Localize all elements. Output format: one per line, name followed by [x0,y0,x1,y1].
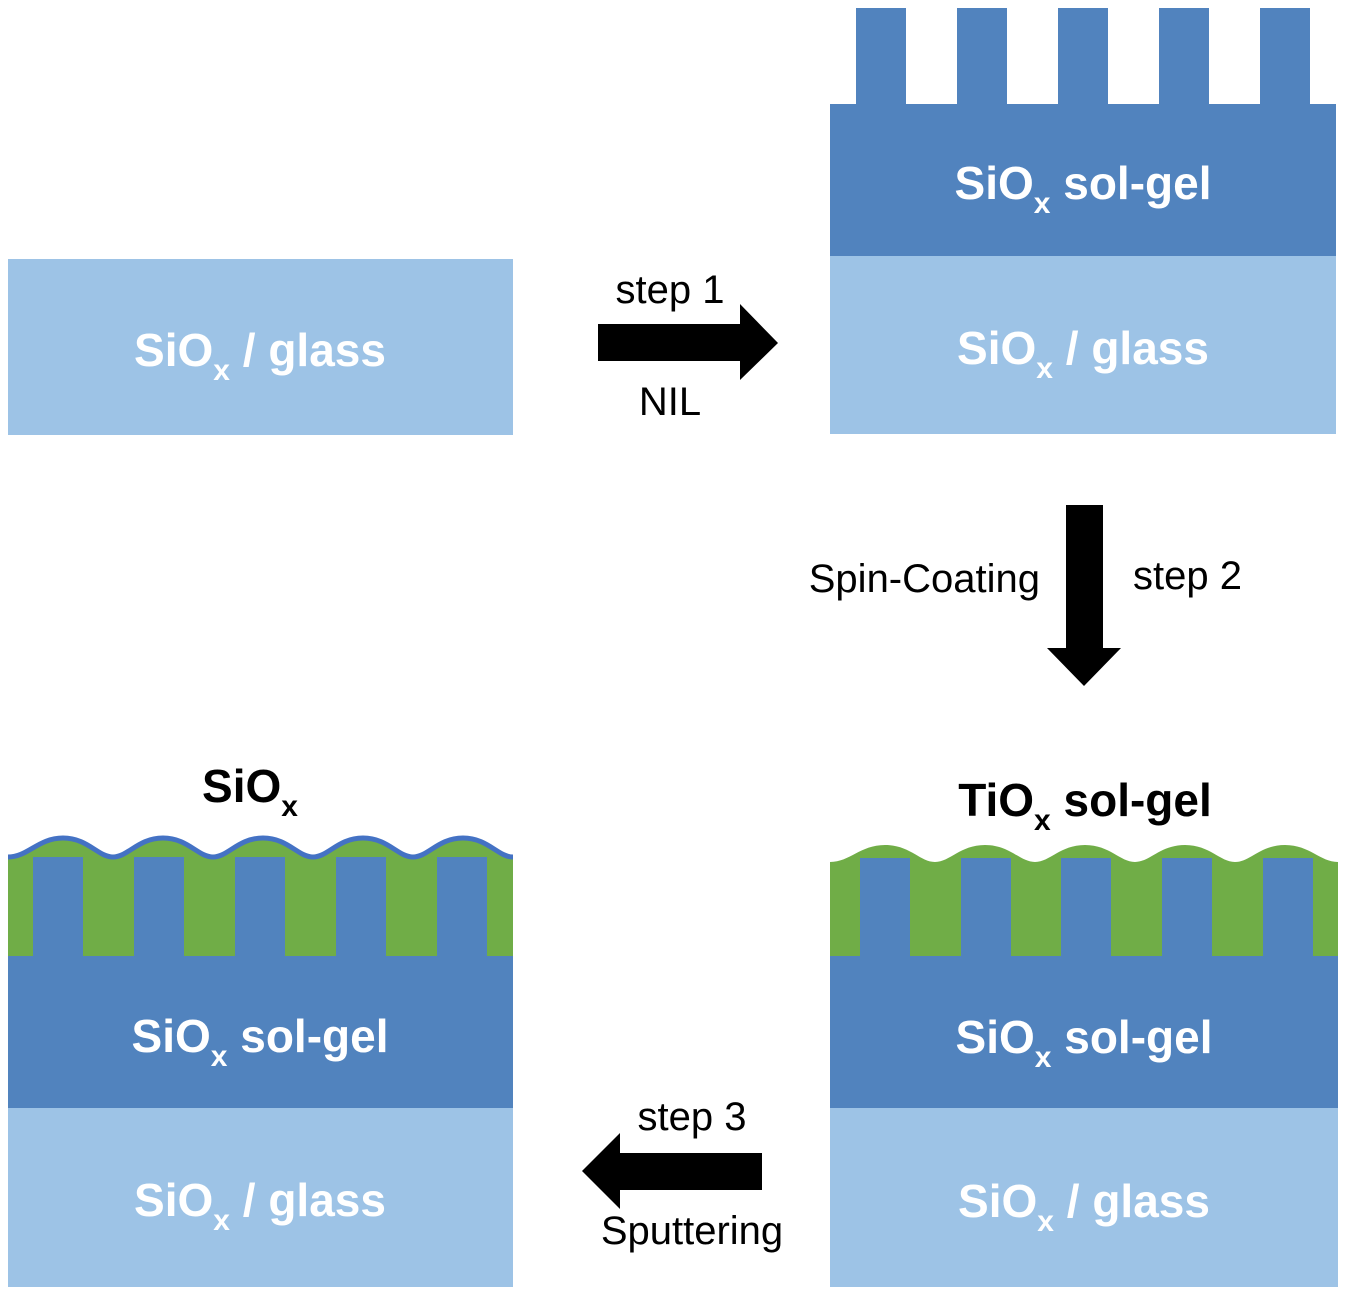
glass-layer-label: SiOx / glass [134,1174,386,1237]
grating-tooth [336,857,386,958]
step1-group: step 1 NIL [598,268,778,424]
grating-tooth [957,8,1007,106]
solgel-layer [8,956,513,1110]
grating-tooth [134,857,184,958]
panel-tiox: TiOx sol-gel SiOx sol-gel SiOx / glass [830,774,1338,1287]
step1-label: step 1 [616,268,725,312]
glass-layer-label: SiOx / glass [134,324,386,387]
solgel-layer-label: SiOx sol-gel [955,157,1212,220]
grating-tooth [860,858,910,958]
solgel-layer-label: SiOx sol-gel [956,1011,1213,1074]
glass-layer [830,1108,1338,1287]
step2-method: Spin-Coating [809,557,1040,601]
grating-tooth [856,8,906,106]
grating-tooth [1061,858,1111,958]
panel-nil: SiOx sol-gel SiOx / glass [830,8,1336,434]
step1-method: NIL [639,380,701,424]
panel-sputtered: SiOx SiOx sol-gel SiOx / glass [7,760,514,1287]
grating-tooth [437,857,487,958]
grating-tooth [235,857,285,958]
glass-layer [8,1108,513,1287]
step3-group: step 3 Sputtering [582,1095,783,1253]
grating-tooth [1058,8,1108,106]
solgel-layer [830,956,1338,1110]
glass-layer [8,259,513,435]
siox-sputter-film [7,835,514,860]
grating-teeth [33,857,487,958]
step3-label: step 3 [638,1095,747,1139]
grating-tooth [1162,858,1212,958]
grating-tooth [961,858,1011,958]
glass-layer-label: SiOx / glass [958,1175,1210,1238]
grating-teeth [856,8,1310,106]
step2-label: step 2 [1133,554,1242,598]
step3-method: Sputtering [601,1209,783,1253]
grating-teeth [860,858,1313,958]
grating-tooth [1260,8,1310,106]
siox-title: SiOx [202,760,298,823]
solgel-layer-label: SiOx sol-gel [132,1010,389,1073]
grating-tooth [33,857,83,958]
solgel-layer [830,104,1336,258]
glass-layer [830,256,1336,434]
panel-substrate: SiOx / glass [8,259,513,435]
step2-group: Spin-Coating step 2 [809,505,1242,686]
down-arrow-icon [1047,505,1121,686]
glass-layer-label: SiOx / glass [957,322,1209,385]
grating-tooth [1159,8,1209,106]
grating-tooth [1263,858,1313,958]
left-arrow-icon [582,1133,762,1209]
right-arrow-icon [598,304,778,380]
tiox-title: TiOx sol-gel [958,774,1212,837]
